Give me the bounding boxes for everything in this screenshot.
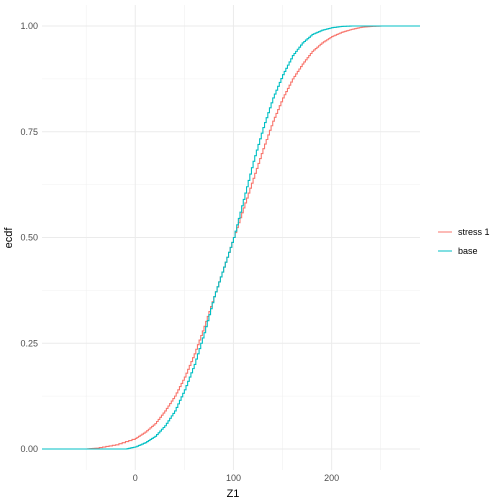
x-tick-label: 100 <box>226 473 241 483</box>
x-axis-title: Z1 <box>227 488 240 500</box>
series-layer <box>42 25 420 450</box>
series-line-stress-1 <box>42 25 420 450</box>
y-tick-labels: 0.00 0.25 0.50 0.75 1.00 <box>20 21 38 454</box>
x-tick-label: 0 <box>133 473 138 483</box>
legend-label-stress-1: stress 1 <box>458 227 490 237</box>
y-axis-title: ecdf <box>3 227 15 249</box>
x-tick-labels: 0 100 200 <box>133 473 339 483</box>
y-tick-label: 0.25 <box>20 338 38 348</box>
legend-label-base: base <box>458 246 478 256</box>
y-tick-label: 0.00 <box>20 444 38 454</box>
series-line-base <box>42 25 420 450</box>
y-tick-label: 0.75 <box>20 127 38 137</box>
y-tick-label: 0.50 <box>20 233 38 243</box>
x-tick-label: 200 <box>324 473 339 483</box>
y-tick-label: 1.00 <box>20 21 38 31</box>
legend: stress 1 base <box>438 227 490 256</box>
